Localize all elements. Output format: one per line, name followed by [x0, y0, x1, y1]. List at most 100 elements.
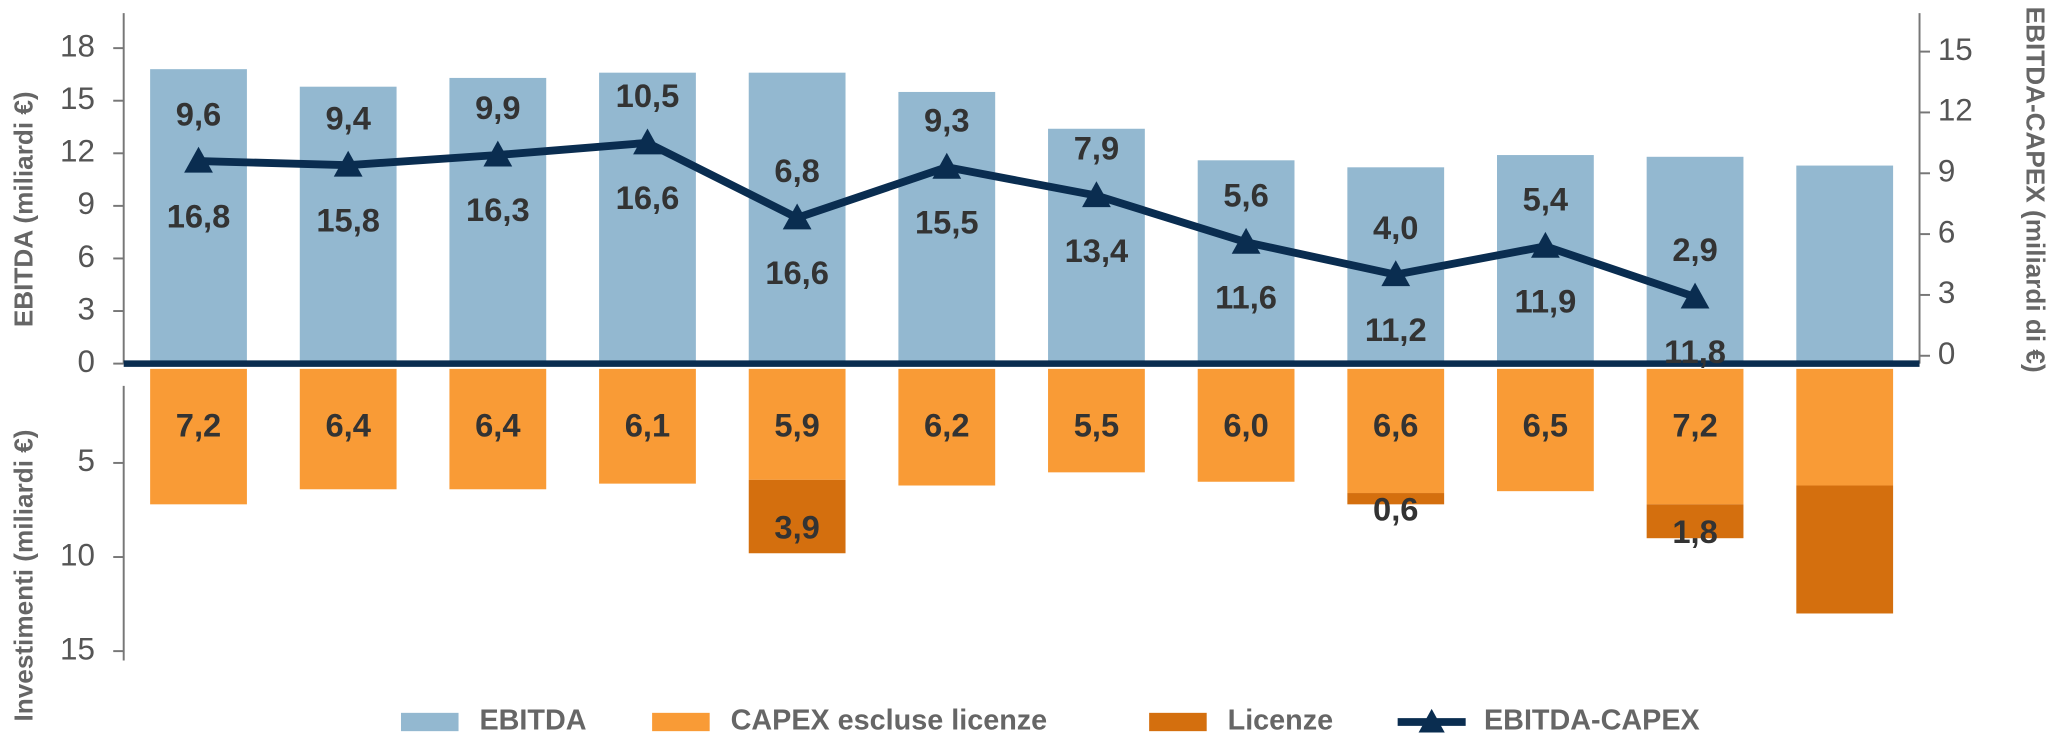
ebitda-bar	[299, 86, 397, 364]
licenze-bar	[1796, 485, 1894, 614]
lower-y-tick-label: 5	[77, 443, 94, 478]
stack-value-label: 7,2	[1672, 406, 1717, 443]
bar-value-label: 15,5	[915, 203, 979, 240]
line-marker	[1531, 231, 1560, 258]
y2-tick-label: 15	[1938, 32, 1973, 67]
capex-bar	[748, 368, 846, 480]
y2-tick-label: 6	[1938, 214, 1955, 249]
line-value-label: 5,4	[1523, 180, 1568, 217]
line-value-label: 9,6	[176, 95, 221, 132]
bar-value-label: 11,6	[1215, 278, 1277, 315]
bar-value-label: 16,6	[765, 254, 829, 291]
ebitda-bar	[1796, 165, 1894, 364]
bar-value-label: 13,4	[1065, 232, 1129, 269]
y2-tick-label: 9	[1938, 154, 1955, 189]
legend-label: EBITDA	[479, 705, 586, 737]
line-marker	[932, 152, 962, 179]
lower-y-axis-title: Investimenti (miliardi €)	[9, 430, 39, 722]
licenze-bar	[748, 479, 846, 554]
licenze-bar	[1646, 504, 1744, 539]
line-value-label: 2,9	[1672, 231, 1717, 268]
line-value-label: 9,3	[924, 101, 969, 138]
stack-value-label: 6,1	[625, 406, 670, 443]
line-value-label: 4,0	[1373, 209, 1418, 246]
capex-bar	[150, 368, 247, 505]
bar-value-label: 16,8	[167, 197, 231, 234]
capex-bar	[1796, 368, 1894, 486]
line-marker	[184, 146, 213, 173]
capex-bar	[1646, 368, 1744, 505]
y-tick-label: 9	[77, 186, 94, 221]
stack-value-label: 6,4	[325, 406, 370, 443]
lower-y-tick-label: 10	[60, 537, 95, 572]
ebitda-bar	[898, 91, 996, 364]
line-value-label: 9,9	[475, 89, 520, 126]
line-value-label: 5,6	[1223, 176, 1268, 213]
y2-tick-label: 12	[1938, 93, 1973, 128]
legend-swatch	[400, 712, 459, 732]
stack-value-label: 6,5	[1523, 406, 1568, 443]
y-tick-label: 6	[77, 239, 94, 274]
line-value-label: 6,8	[774, 152, 819, 189]
capex-bar	[599, 368, 696, 484]
capex-bar	[898, 368, 996, 486]
line-marker	[1680, 282, 1710, 309]
stack-value-label: 6,4	[475, 406, 520, 443]
bar-value-label: 11,8	[1664, 333, 1726, 370]
bar-value-label: 16,6	[616, 179, 680, 216]
lower-y-tick-label: 15	[60, 631, 95, 666]
stack-value-label: 3,9	[774, 508, 819, 545]
legend-label: EBITDA-CAPEX	[1484, 705, 1700, 737]
y2-tick-label: 3	[1938, 275, 1955, 310]
ebitda-bar	[150, 69, 247, 364]
line-marker	[1381, 260, 1411, 287]
line-marker	[483, 140, 513, 167]
y-tick-label: 15	[60, 81, 95, 116]
ebitda-bar	[1646, 156, 1744, 364]
capex-bar	[1197, 368, 1295, 482]
line-value-label: 10,5	[616, 77, 680, 114]
legend-label: CAPEX escluse licenze	[731, 705, 1048, 737]
ebitda-bar	[1197, 160, 1295, 364]
y-tick-label: 12	[60, 134, 95, 169]
stack-value-label: 1,8	[1672, 513, 1717, 550]
stack-value-label: 5,5	[1074, 406, 1119, 443]
stack-value-label: 5,9	[774, 406, 819, 443]
stack-value-label: 7,2	[176, 406, 221, 443]
capex-bar	[1347, 368, 1445, 494]
ebitda-bar	[599, 72, 696, 364]
legend-swatch	[652, 712, 710, 732]
legend-swatch	[1149, 712, 1207, 732]
line-marker	[782, 203, 812, 230]
capex-bar	[1048, 368, 1145, 473]
bar-value-label: 11,9	[1514, 282, 1576, 319]
line-marker	[333, 150, 363, 177]
y2-tick-label: 0	[1938, 336, 1955, 371]
bar-value-label: 16,3	[466, 191, 530, 228]
bar-value-label: 15,8	[316, 201, 380, 238]
capex-bar	[449, 368, 547, 490]
stack-value-label: 6,2	[924, 406, 969, 443]
line-value-label: 9,4	[325, 99, 370, 136]
ebitda-bar	[1048, 128, 1145, 364]
legend-label: Licenze	[1228, 705, 1334, 737]
stack-value-label: 6,0	[1223, 406, 1268, 443]
bar-value-label: 11,2	[1365, 311, 1427, 348]
y-tick-label: 0	[77, 344, 94, 379]
line-marker	[633, 128, 662, 155]
y-tick-label: 18	[60, 28, 95, 63]
capex-bar	[299, 368, 397, 490]
ebitda-bar	[449, 77, 547, 364]
licenze-bar	[1347, 493, 1445, 505]
line-marker	[1231, 227, 1261, 254]
y2-axis-title: EBITDA-CAPEX (miliardi di €)	[2020, 7, 2050, 373]
line-marker	[1082, 181, 1111, 208]
line-value-label: 7,9	[1074, 130, 1119, 167]
y-tick-label: 3	[77, 291, 94, 326]
stack-value-label: 0,6	[1373, 490, 1418, 527]
capex-bar	[1497, 368, 1594, 492]
legend-swatch	[1418, 708, 1445, 733]
stack-value-label: 6,6	[1373, 406, 1418, 443]
